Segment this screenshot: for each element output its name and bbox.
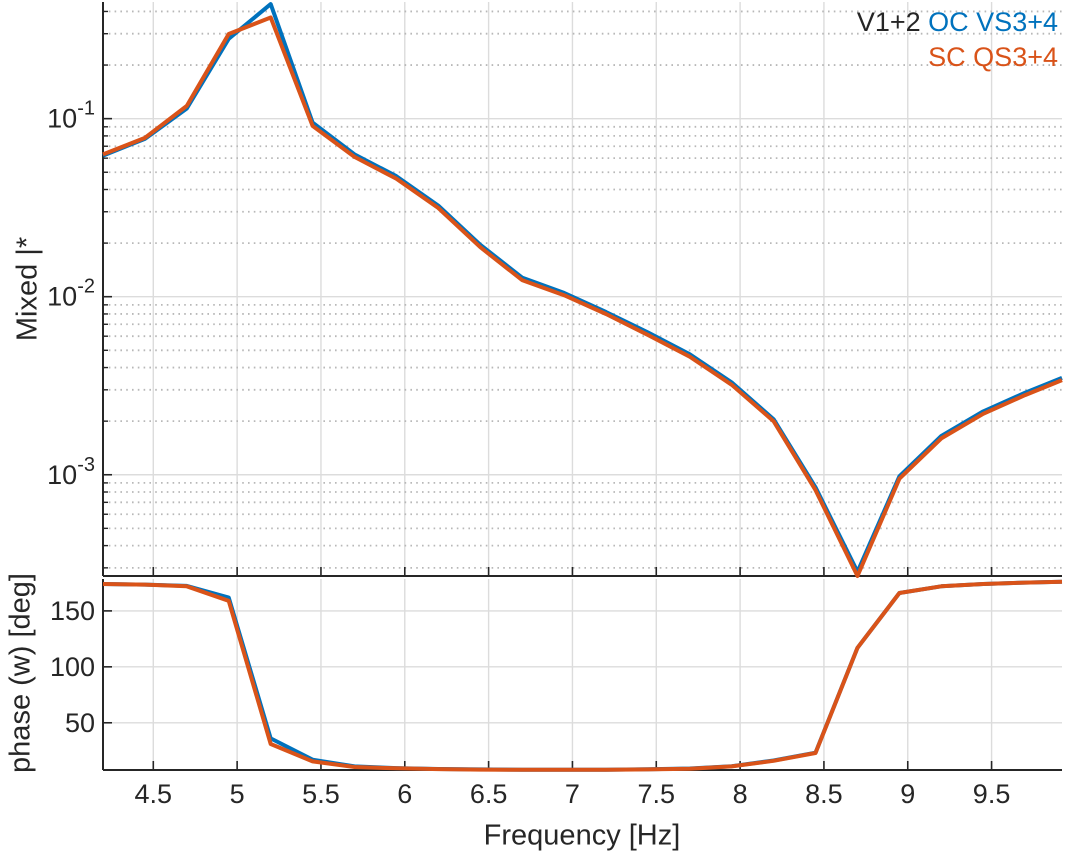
x-tick-label: 5.5: [302, 779, 340, 809]
magnitude-gridlines: [103, 2, 1062, 576]
legend-prefix: V1+2: [856, 7, 921, 37]
phase-y-axis-label: phase (w) [deg]: [4, 573, 37, 773]
phase-tick-labels: 50 100 150 4.5 5 5.5 6 6.5 7 7.5 8 8.5 9 9.5: [50, 596, 1010, 809]
legend-line-2: SC QS3+4: [857, 40, 1058, 75]
magnitude-curve-sc-qs34: [102, 15, 1063, 578]
magnitude-y-tick-label: 10-3: [47, 454, 95, 490]
legend-entry-oc-vs34: OC VS3+4: [928, 7, 1058, 37]
x-tick-label: 6: [397, 779, 412, 809]
x-tick-label: 6.5: [470, 779, 508, 809]
phase-curve-sc-qs34: [102, 579, 1063, 772]
phase-y-tick-label: 100: [50, 652, 95, 682]
magnitude-axes: [102, 2, 1062, 577]
x-tick-label: 7: [565, 779, 580, 809]
magnitude-tick-labels: 10-1 10-2 10-3: [47, 98, 95, 490]
legend-entry-sc-qs34: SC QS3+4: [928, 42, 1058, 72]
x-tick-label: 7.5: [637, 779, 675, 809]
x-tick-label: 4.5: [135, 779, 173, 809]
legend: V1+2 OC VS3+4 SC QS3+4: [857, 5, 1058, 75]
x-tick-label: 9: [900, 779, 915, 809]
x-tick-label: 5: [230, 779, 245, 809]
magnitude-y-axis-label: Mixed |*: [11, 236, 44, 342]
legend-line-1: V1+2 OC VS3+4: [857, 5, 1058, 40]
phase-y-tick-label: 150: [50, 596, 95, 626]
magnitude-y-tick-label: 10-2: [47, 276, 95, 312]
phase-y-tick-label: 50: [65, 708, 95, 738]
magnitude-y-tick-label: 10-1: [47, 98, 95, 134]
x-tick-label: 8.5: [805, 779, 843, 809]
x-axis-label: Frequency [Hz]: [483, 819, 681, 852]
x-tick-label: 9.5: [973, 779, 1011, 809]
x-tick-label: 8: [733, 779, 748, 809]
